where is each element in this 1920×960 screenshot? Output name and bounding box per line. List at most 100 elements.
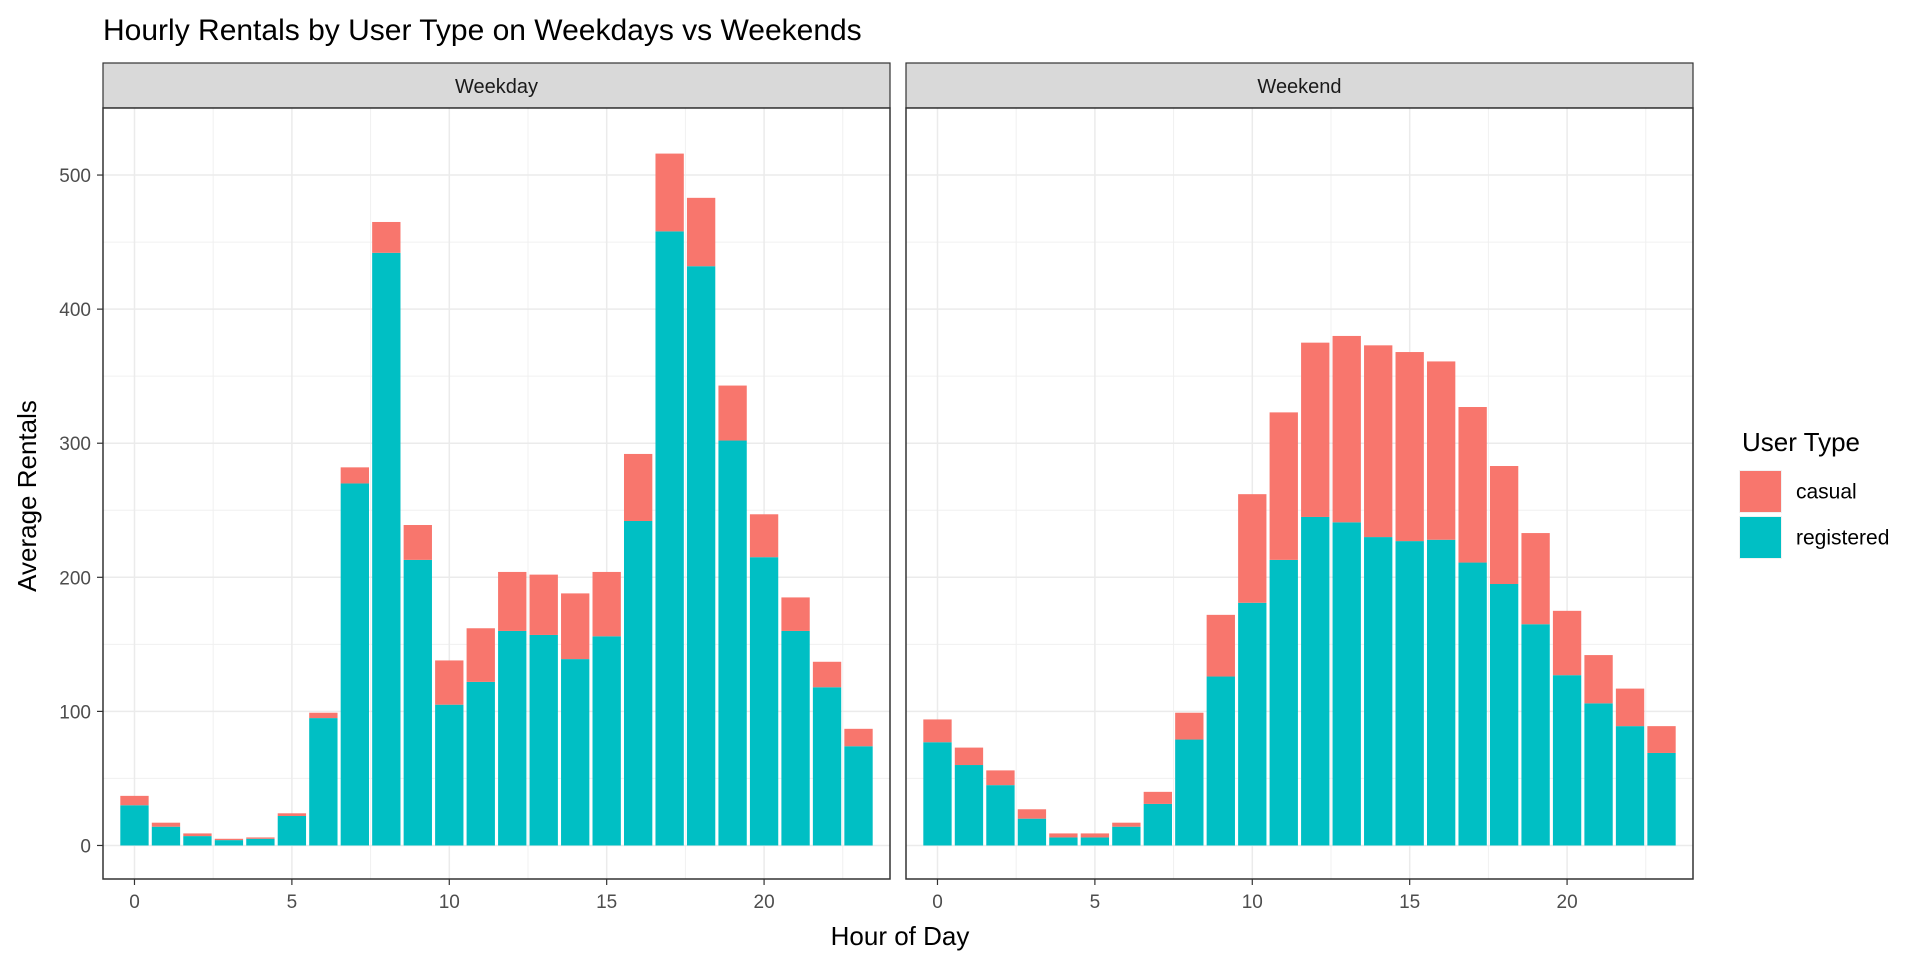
bar-registered <box>1552 675 1582 846</box>
legend-items: casual registered <box>1739 470 1889 559</box>
bar-registered <box>1049 837 1078 846</box>
bar-registered <box>151 826 181 846</box>
x-tick-label: 0 <box>129 892 140 913</box>
bar-casual <box>435 660 464 705</box>
bar-casual <box>1647 726 1676 753</box>
bar-registered <box>1458 562 1487 846</box>
bar-registered <box>1364 537 1393 846</box>
bar-registered <box>1238 602 1267 846</box>
bar-casual <box>183 833 212 837</box>
panel-border <box>102 107 891 880</box>
bar-casual <box>1269 412 1298 560</box>
bar-registered <box>655 231 684 846</box>
bar-registered <box>844 746 873 846</box>
facet-strip-label: Weekday <box>455 76 538 98</box>
bar-registered <box>1489 584 1519 846</box>
bar-casual <box>529 574 558 635</box>
panel-border <box>905 107 1694 880</box>
y-tick-label: 300 <box>59 434 91 455</box>
y-tick-label: 500 <box>59 166 91 187</box>
x-tick-label: 15 <box>596 892 617 913</box>
bar-casual <box>1364 345 1393 538</box>
facet-strip-label: Weekend <box>1257 76 1341 98</box>
chart-title: Hourly Rentals by User Type on Weekdays … <box>103 14 862 47</box>
bar-registered <box>183 836 212 846</box>
bar-casual <box>1458 407 1487 563</box>
bar-casual <box>686 197 716 267</box>
bar-registered <box>749 557 779 846</box>
bar-casual <box>1017 809 1047 819</box>
bar-registered <box>466 681 495 846</box>
legend-key-casual <box>1740 471 1781 512</box>
bar-registered <box>309 718 338 846</box>
bar-registered <box>214 840 244 846</box>
bar-casual <box>623 453 653 521</box>
y-tick-label: 100 <box>59 702 91 723</box>
bar-registered <box>277 815 307 846</box>
bar-casual <box>749 514 779 558</box>
bar-casual <box>214 838 244 841</box>
bar-casual <box>309 712 338 719</box>
bar-casual <box>340 467 370 484</box>
legend-title: User Type <box>1742 427 1860 457</box>
bar-registered <box>718 440 747 846</box>
bar-registered <box>1647 752 1676 846</box>
bar-casual <box>1332 335 1361 523</box>
bar-casual <box>1489 466 1519 585</box>
y-tick-label: 400 <box>59 300 91 321</box>
bar-registered <box>1521 624 1550 846</box>
bar-registered <box>1080 837 1110 846</box>
bar-casual <box>1238 494 1267 603</box>
bar-registered <box>1584 703 1613 846</box>
bar-casual <box>498 571 527 631</box>
bar-registered <box>403 559 432 846</box>
bar-casual <box>1552 610 1582 676</box>
bar-registered <box>340 483 370 846</box>
bar-casual <box>372 221 401 253</box>
bar-casual <box>954 747 984 766</box>
facet-strip <box>102 62 891 109</box>
bar-casual <box>1143 791 1173 804</box>
bar-registered <box>1269 559 1298 846</box>
bar-registered <box>781 630 810 846</box>
x-tick-label: 20 <box>754 892 775 913</box>
bar-casual <box>277 813 307 816</box>
bar-casual <box>1426 361 1456 540</box>
x-tick-label: 10 <box>439 892 460 913</box>
legend: User Type casual registered <box>1739 427 1889 559</box>
bar-casual <box>1175 712 1204 740</box>
bar-casual <box>923 719 952 743</box>
x-tick-label: 5 <box>1090 892 1101 913</box>
bar-casual <box>1301 342 1330 517</box>
y-tick-label: 200 <box>59 568 91 589</box>
bar-casual <box>1584 655 1613 704</box>
bar-registered <box>246 838 275 846</box>
x-tick-label: 0 <box>932 892 943 913</box>
bar-casual <box>844 728 873 747</box>
bar-registered <box>1175 739 1204 846</box>
y-axis-title: Average Rentals <box>12 400 42 592</box>
bar-casual <box>246 837 275 839</box>
legend-label-casual: casual <box>1796 481 1857 504</box>
bar-registered <box>1017 818 1047 846</box>
bar-registered <box>812 687 842 846</box>
bar-registered <box>923 742 952 846</box>
bar-casual <box>1395 352 1424 542</box>
bar-casual <box>1049 833 1078 838</box>
bar-casual <box>655 153 684 232</box>
x-tick-label: 15 <box>1399 892 1420 913</box>
bar-casual <box>466 628 495 682</box>
legend-label-registered: registered <box>1796 527 1889 550</box>
bar-registered <box>561 659 590 846</box>
bar-casual <box>986 770 1015 786</box>
bar-casual <box>1206 614 1235 677</box>
bar-registered <box>592 636 621 846</box>
bar-registered <box>1332 522 1361 846</box>
bar-registered <box>986 785 1015 846</box>
bar-casual <box>592 571 621 637</box>
bar-casual <box>1080 833 1110 838</box>
bar-casual <box>812 661 842 688</box>
bar-casual <box>1521 533 1550 625</box>
